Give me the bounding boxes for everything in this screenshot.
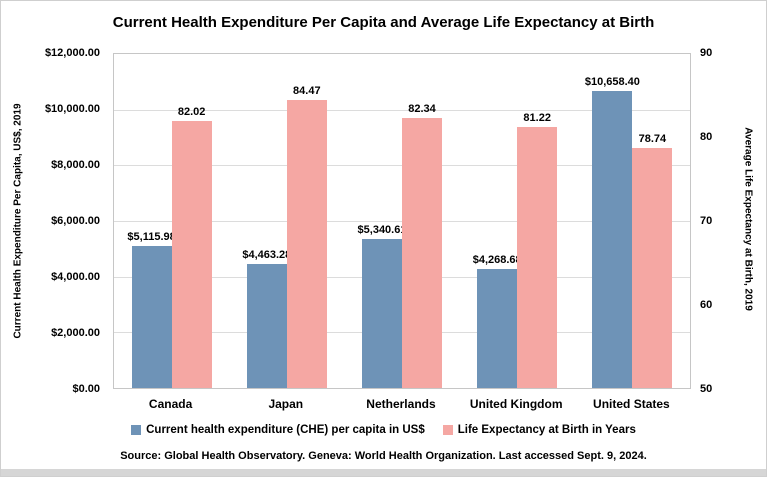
- window-bottom-strip: [1, 469, 766, 476]
- bar-value-label: $4,463.28: [242, 248, 292, 261]
- category-label: Netherlands: [366, 397, 436, 411]
- category-label: Japan: [268, 397, 304, 411]
- category-label: United Kingdom: [469, 397, 563, 411]
- bar-expenditure: [131, 245, 172, 388]
- right-axis-tick: 70: [700, 215, 713, 227]
- legend-label: Current health expenditure (CHE) per cap…: [146, 424, 425, 436]
- right-axis-ticks: 90 80 70 60 50: [693, 47, 737, 395]
- left-axis-tick: $0.00: [72, 383, 100, 395]
- bar-value-label: $10,658.40: [584, 76, 640, 89]
- bar-value-label: 82.34: [408, 102, 436, 115]
- left-axis-tick: $8,000.00: [51, 159, 100, 171]
- bar-value-label: 81.22: [523, 112, 551, 125]
- bar-life-expectancy: [632, 148, 673, 388]
- category-label: United States: [593, 397, 670, 411]
- bar-value-label: 82.02: [177, 105, 206, 118]
- bar-expenditure: [362, 239, 402, 388]
- bar-life-expectancy: [517, 127, 558, 388]
- bar-life-expectancy: [402, 117, 442, 388]
- left-axis-tick: $4,000.00: [51, 271, 100, 283]
- bar-life-expectancy: [171, 120, 212, 388]
- right-axis-title: Average Life Expectancy at Birth, 2019: [742, 127, 754, 311]
- legend-swatch: [442, 425, 453, 435]
- right-axis-tick: 50: [700, 383, 713, 395]
- left-axis-tick: $6,000.00: [51, 215, 100, 227]
- left-axis-tick: $10,000.00: [44, 103, 100, 115]
- legend-item-expenditure: Current health expenditure (CHE) per cap…: [131, 424, 425, 436]
- legend-label: Life Expectancy at Birth in Years: [457, 424, 636, 436]
- left-axis-ticks: $12,000.00 $10,000.00 $8,000.00 $6,000.00 $4…: [1, 47, 107, 395]
- left-axis-tick: $2,000.00: [51, 327, 100, 339]
- bar-value-label: $4,268.68: [472, 254, 522, 267]
- bar-value-label: 84.47: [293, 85, 321, 98]
- category-label: Canada: [148, 397, 193, 411]
- bar-expenditure: [246, 263, 287, 388]
- right-axis-tick: 90: [700, 47, 713, 59]
- legend: Current health expenditure (CHE) per cap…: [1, 424, 766, 436]
- bar-expenditure: [592, 91, 633, 388]
- left-axis-tick: $12,000.00: [44, 47, 100, 59]
- x-axis-labels: Canada Japan Netherlands United Kingdom Unit…: [113, 397, 691, 413]
- legend-swatch: [131, 425, 142, 435]
- legend-item-life-expectancy: Life Expectancy at Birth in Years: [442, 424, 636, 436]
- right-axis-tick: 60: [700, 299, 713, 311]
- plot-area: $5,115.98 82.02 $4,463.28 84.47 $5,340.61 82.…: [113, 53, 691, 389]
- source-citation: Source: Global Health Observatory. Genev…: [120, 450, 647, 462]
- bar-life-expectancy: [286, 100, 327, 388]
- right-axis-tick: 80: [700, 131, 713, 143]
- chart-title: Current Health Expenditure Per Capita an…: [112, 14, 655, 31]
- gridline: [114, 109, 690, 111]
- bar-value-label: 78.74: [638, 133, 667, 146]
- bar-value-label: $5,340.61: [357, 224, 407, 237]
- bar-expenditure: [477, 269, 518, 388]
- bar-value-label: $5,115.98: [127, 230, 176, 243]
